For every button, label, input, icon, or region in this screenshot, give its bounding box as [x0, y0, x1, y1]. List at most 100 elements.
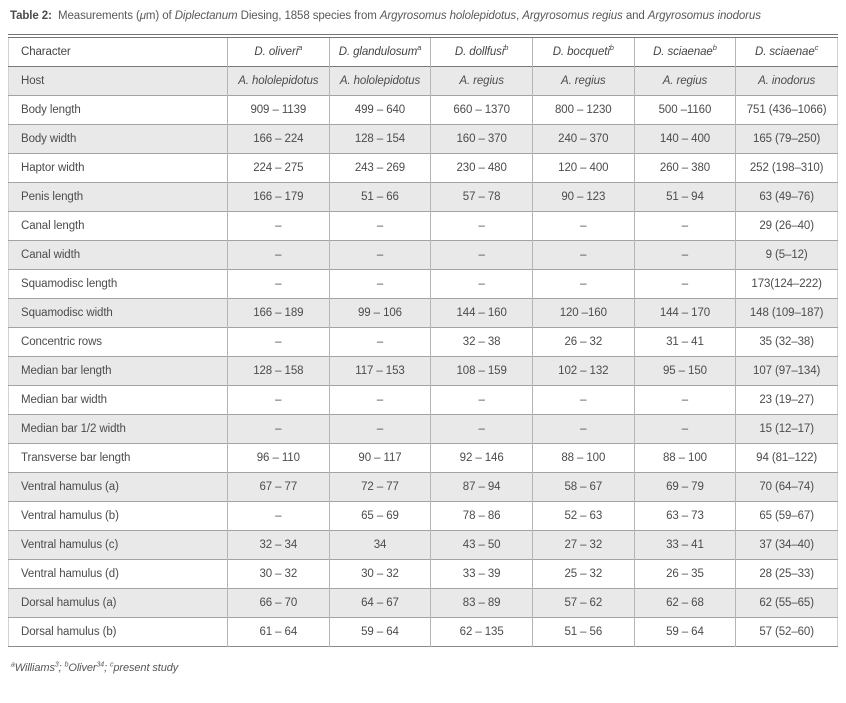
measurement-cell: 69 – 79 [633, 472, 736, 502]
row-character-cell: Median bar length [21, 365, 112, 377]
measurement-cell: – [227, 414, 330, 444]
measurement-cell: 59 – 64 [328, 617, 431, 647]
measurement-cell: – [227, 501, 330, 531]
measurement-cell: 51 – 66 [328, 182, 431, 212]
measurement-cell: – [227, 211, 330, 241]
table-caption-label: Table 2: [10, 10, 52, 22]
row-character-cell: Host [21, 75, 45, 87]
measurement-cell: – [430, 414, 533, 444]
measurement-cell: 9 (5–12) [735, 240, 838, 270]
measurement-cell: – [633, 211, 736, 241]
measurement-cell: 25 – 32 [531, 559, 635, 589]
measurement-cell: 65 (59–67) [735, 501, 838, 531]
measurement-cell: 30 – 32 [227, 559, 330, 589]
measurement-cell: 28 (25–33) [735, 559, 838, 589]
row-character-cell: Canal width [21, 249, 80, 261]
text-segment: Argyrosomus inodorus [647, 10, 761, 22]
measurement-cell: 90 – 117 [328, 443, 431, 473]
measurement-cell: – [531, 385, 635, 415]
text-segment: μ [139, 10, 146, 22]
measurement-cell: 92 – 146 [430, 443, 533, 473]
text-segment: Williams [14, 662, 55, 674]
measurement-cell: – [531, 269, 635, 299]
measurement-cell: – [328, 385, 431, 415]
measurement-cell: 144 – 170 [633, 298, 736, 328]
footnote-superscript: a [11, 661, 15, 669]
species-superscript: a [417, 43, 422, 53]
measurement-cell: – [328, 211, 431, 241]
measurement-cell: 78 – 86 [430, 501, 533, 531]
table-row: Squamodisc width 166 – 189 99 – 106 144 – 1… [8, 298, 838, 328]
measurement-cell: 107 (97–134) [735, 356, 838, 386]
table-caption-text: Measurements (μm) of Diplectanum Diesing… [58, 10, 761, 22]
measurement-cell: 58 – 67 [531, 472, 635, 502]
measurement-cell: – [227, 240, 330, 270]
footnote-superscript: 34 [96, 661, 105, 669]
measurement-cell: 67 – 77 [227, 472, 330, 502]
measurement-cell: 32 – 38 [430, 327, 533, 357]
measurement-cell: 800 – 1230 [531, 95, 635, 125]
row-character-cell: Median bar width [21, 394, 107, 406]
table-body: Host A. hololepidotus A. hololepidotus A. r… [8, 66, 838, 647]
measurement-cell: – [531, 211, 635, 241]
measurements-table: Character D. oliveria D. glandulosuma D. d… [8, 34, 838, 647]
measurement-cell: 29 (26–40) [735, 211, 838, 241]
measurement-cell: A. hololepidotus [227, 66, 330, 96]
measurement-cell: 148 (109–187) [735, 298, 838, 328]
measurement-cell: 751 (436–1066) [735, 95, 838, 125]
measurement-cell: – [430, 240, 533, 270]
measurement-cell: 26 – 32 [531, 327, 635, 357]
measurement-cell: 57 (52–60) [735, 617, 838, 647]
table-row: Ventral hamulus (c) 32 – 34 34 43 – 50 27 – … [8, 530, 838, 560]
row-character-cell: Ventral hamulus (a) [21, 481, 119, 493]
measurement-cell: A. inodorus [735, 66, 838, 96]
text-segment: m) of [145, 10, 175, 22]
column-header-species: D. glandulosuma [328, 36, 431, 67]
measurement-cell: 909 – 1139 [227, 95, 330, 125]
measurement-cell: 31 – 41 [633, 327, 736, 357]
text-segment: Argyrosomus regius [522, 10, 623, 22]
measurement-cell: 87 – 94 [430, 472, 533, 502]
text-segment: , [516, 10, 523, 22]
row-character-cell: Transverse bar length [21, 452, 131, 464]
table-row: Ventral hamulus (a) 67 – 77 72 – 77 87 – 94… [8, 472, 838, 502]
measurement-cell: 61 – 64 [227, 617, 330, 647]
measurement-cell: 166 – 189 [227, 298, 330, 328]
column-header-species: D. sciaenaeb [633, 36, 736, 67]
measurement-cell: 33 – 39 [430, 559, 533, 589]
measurement-cell: – [633, 414, 736, 444]
measurement-cell: 95 – 150 [633, 356, 736, 386]
measurement-cell: 30 – 32 [328, 559, 431, 589]
measurement-cell: 240 – 370 [531, 124, 635, 154]
table-footnote: aWilliams3; bOliver34; cpresent study [11, 661, 838, 674]
measurement-cell: 88 – 100 [531, 443, 635, 473]
table-row: Ventral hamulus (b) –65 – 69 78 – 86 52 – 6… [8, 501, 838, 531]
measurement-cell: 83 – 89 [430, 588, 533, 618]
measurement-cell: A. hololepidotus [328, 66, 431, 96]
column-header-species: D. bocquetib [531, 36, 635, 67]
table-row: Median bar width – – – – –23 (19–27) [8, 385, 838, 415]
table-row: Squamodisc length – – – – –173(124–222) [8, 269, 838, 299]
measurement-cell: A. regius [430, 66, 533, 96]
measurement-cell: 260 – 380 [633, 153, 736, 183]
species-name: D. bocqueti [552, 46, 610, 58]
row-character-cell: Canal length [21, 220, 85, 232]
row-character-cell: Ventral hamulus (c) [21, 539, 119, 551]
measurement-cell: – [227, 327, 330, 357]
species-name: D. sciaenae [754, 46, 815, 58]
measurement-cell: – [633, 269, 736, 299]
table-row: Dorsal hamulus (b) 61 – 64 59 – 64 62 – 135… [9, 617, 838, 647]
table-caption: Table 2: Measurements (μm) of Diplectanu… [8, 10, 838, 22]
measurement-cell: 35 (32–38) [735, 327, 838, 357]
measurement-cell: 165 (79–250) [735, 124, 838, 154]
table-row: Host A. hololepidotus A. hololepidotus A. r… [8, 66, 838, 96]
measurement-cell: – [633, 385, 736, 415]
measurement-cell: 166 – 179 [227, 182, 330, 212]
measurement-cell: 230 – 480 [430, 153, 533, 183]
footnote-superscript: c [110, 661, 114, 669]
measurement-cell: – [430, 211, 533, 241]
measurement-cell: – [328, 240, 431, 270]
measurement-cell: 37 (34–40) [735, 530, 838, 560]
measurement-cell: 62 – 68 [633, 588, 736, 618]
table-row: Concentric rows – –32 – 38 26 – 32 31 – 41 35… [8, 327, 838, 357]
